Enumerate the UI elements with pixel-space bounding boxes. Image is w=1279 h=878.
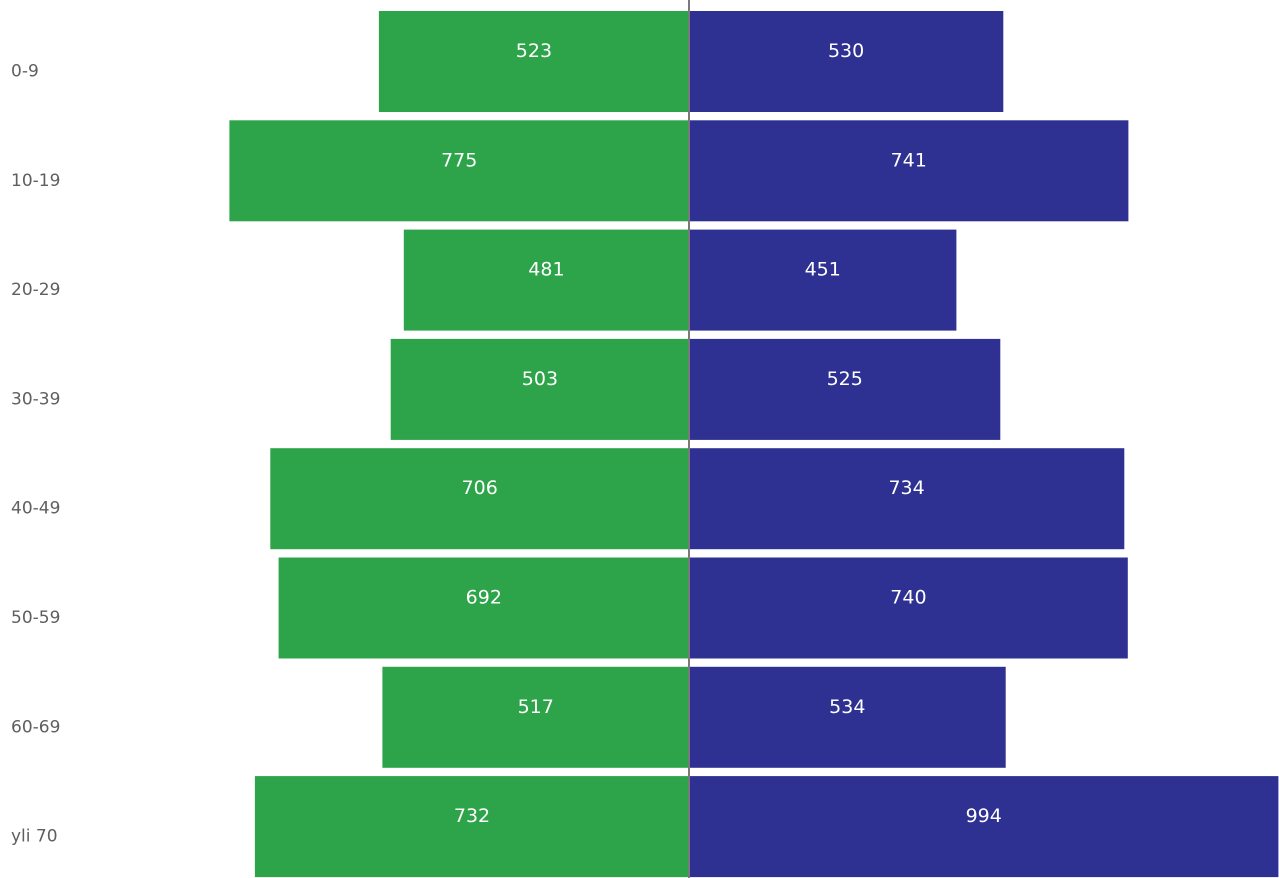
data-label-left-2: 481 xyxy=(528,259,564,281)
category-label-2: 20-29 xyxy=(11,280,60,300)
category-label-0: 0-9 xyxy=(11,62,39,82)
bar-left-4 xyxy=(270,448,689,550)
bar-left-0 xyxy=(378,11,689,112)
data-label-left-4: 706 xyxy=(462,477,498,499)
category-label-1: 10-19 xyxy=(11,171,60,191)
bar-left-3 xyxy=(390,338,689,440)
bar-left-5 xyxy=(278,557,689,659)
category-label-5: 50-59 xyxy=(11,608,60,628)
data-label-left-6: 517 xyxy=(518,696,554,718)
bar-right-2 xyxy=(689,229,957,331)
category-label-4: 40-49 xyxy=(11,499,60,519)
data-label-left-1: 775 xyxy=(441,149,477,171)
data-label-left-3: 503 xyxy=(522,368,558,390)
data-label-right-6: 534 xyxy=(829,696,865,718)
data-label-left-0: 523 xyxy=(516,40,552,62)
data-label-right-2: 451 xyxy=(805,259,841,281)
category-label-6: 60-69 xyxy=(11,717,60,737)
bar-left-7 xyxy=(254,776,689,878)
bar-right-7 xyxy=(689,776,1279,878)
bar-right-1 xyxy=(689,120,1129,222)
data-label-right-7: 994 xyxy=(966,805,1002,827)
bar-left-1 xyxy=(229,120,689,222)
bar-left-2 xyxy=(403,229,689,331)
data-label-right-4: 734 xyxy=(888,477,924,499)
data-label-right-0: 530 xyxy=(828,40,864,62)
right-series-bars xyxy=(689,11,1279,878)
data-label-left-7: 732 xyxy=(454,805,490,827)
data-label-right-1: 741 xyxy=(891,149,927,171)
bar-left-6 xyxy=(382,666,689,768)
category-label-7: yli 70 xyxy=(11,827,58,847)
category-axis-labels: 0-9 10-19 20-29 30-39 40-49 50-59 60-69 yli 70 xyxy=(11,62,60,847)
data-label-left-5: 692 xyxy=(466,587,502,609)
category-label-3: 30-39 xyxy=(11,389,60,409)
bar-right-4 xyxy=(689,448,1125,550)
data-labels: 523 530 775 741 481 451 503 525 706 734 692 740 517 5… xyxy=(441,40,1002,827)
data-label-right-5: 740 xyxy=(890,587,926,609)
bar-right-0 xyxy=(689,11,1004,112)
bar-right-3 xyxy=(689,338,1001,440)
bar-right-6 xyxy=(689,666,1006,768)
bar-right-5 xyxy=(689,557,1128,659)
left-series-bars xyxy=(229,11,689,878)
data-label-right-3: 525 xyxy=(827,368,863,390)
